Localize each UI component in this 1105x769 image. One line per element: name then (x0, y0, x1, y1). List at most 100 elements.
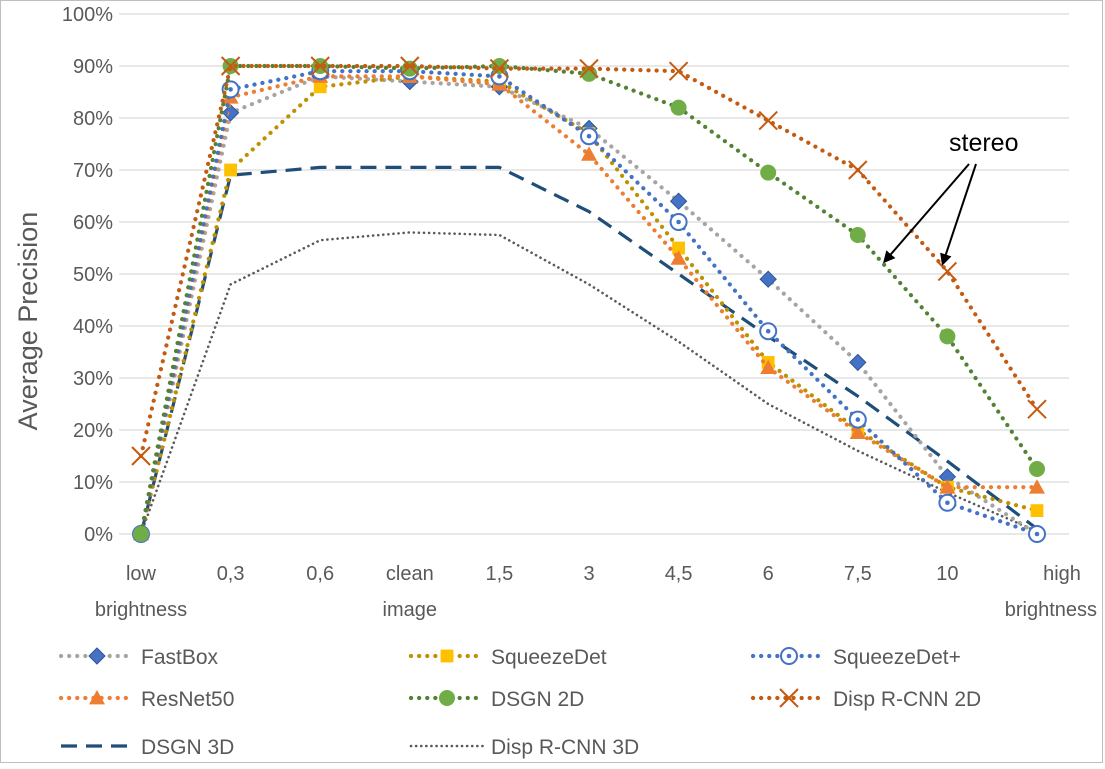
data-point-diamond (669, 192, 688, 210)
data-point-center-dot (1034, 531, 1040, 537)
data-point-diamond (849, 353, 867, 372)
series-line (138, 74, 1040, 537)
x-tick-label: 6 (763, 563, 774, 585)
legend-label: SqueezeDet+ (833, 646, 961, 669)
data-point-triangle (760, 359, 777, 374)
x-tick-label: 0,3 (217, 563, 245, 585)
data-point-circle (439, 690, 455, 706)
legend-label: ResNet50 (141, 688, 234, 711)
data-point-x (848, 160, 868, 180)
x-tick-label: high (1043, 563, 1081, 585)
data-point-triangle (581, 146, 597, 161)
data-point-square (224, 163, 237, 177)
data-point-triangle (670, 250, 687, 265)
data-point-x (758, 110, 778, 131)
legend-item: FastBox (58, 646, 219, 669)
y-tick-label: 90% (73, 56, 113, 78)
annotation-arrow (883, 163, 970, 264)
data-point-circle (133, 526, 149, 542)
data-point-x (579, 58, 599, 79)
legend-label: DSGN 2D (491, 688, 584, 711)
x-tick-label: 1,5 (485, 563, 513, 585)
annotation: stereo (883, 129, 1018, 266)
x-tick-label: 0,6 (306, 563, 334, 585)
series-line (139, 165, 1038, 535)
data-point-x (779, 688, 799, 708)
legend: FastBox SqueezeDet SqueezeDet+ ResNet50 DSGN… (58, 646, 981, 759)
data-point-circle (1029, 461, 1045, 477)
series-line (139, 231, 1039, 536)
data-point-x (400, 56, 420, 76)
legend-item: DSGN 3D (61, 736, 234, 759)
data-point-x (131, 446, 151, 466)
data-point-center-dot (786, 653, 792, 659)
series-disp-r-cnn-2d (131, 56, 1047, 466)
y-tick-label: 60% (73, 212, 113, 234)
y-tick-label: 100% (62, 4, 113, 26)
data-point-diamond (221, 104, 240, 122)
x-tick-label: 3 (583, 563, 594, 585)
data-point-circle (670, 99, 687, 116)
legend-item: DSGN 2D (408, 688, 584, 711)
y-tick-label: 10% (73, 472, 113, 494)
x-tick-label: brightness (1005, 599, 1097, 621)
legend-item: Disp R-CNN 2D (750, 688, 981, 711)
data-point-center-dot (765, 328, 771, 334)
data-point-center-dot (228, 87, 233, 92)
x-tick-label: image (383, 599, 437, 621)
data-point-circle (401, 60, 418, 77)
data-point-circle (491, 58, 508, 74)
series-squeezedet- (132, 62, 1046, 543)
series-disp-r-cnn-3d (139, 231, 1039, 536)
y-tick-label: 80% (73, 108, 113, 130)
y-tick-label: 40% (73, 316, 113, 338)
data-point-x (937, 261, 958, 282)
data-point-circle (849, 227, 866, 243)
annotation-arrow (940, 163, 977, 266)
legend-label: Disp R-CNN 3D (491, 736, 639, 759)
stereo-annotation: stereo (949, 129, 1018, 157)
legend-label: Disp R-CNN 2D (833, 688, 981, 711)
data-point-square (313, 80, 327, 94)
legend-label: SqueezeDet (491, 646, 607, 669)
data-point-triangle (939, 479, 956, 494)
data-point-diamond (759, 270, 777, 288)
data-point-square (672, 241, 685, 255)
x-tick-label: 7,5 (844, 563, 872, 585)
y-axis-label: Average Precision (13, 212, 43, 431)
data-point-circle (939, 328, 956, 345)
data-point-x (220, 56, 241, 76)
data-point-x (489, 58, 510, 79)
y-axis-ticks: 0% 10% 20% 30% 40% 50% 60% 70% 80% 90% 100% (62, 4, 113, 546)
series (131, 56, 1047, 543)
gridlines (119, 13, 1069, 535)
x-tick-label: 4,5 (665, 563, 693, 585)
data-point-triangle (849, 424, 866, 439)
x-tick-label: 10 (936, 563, 958, 585)
data-point-center-dot (676, 219, 681, 225)
data-point-square (440, 649, 454, 663)
x-tick-label: low (126, 563, 157, 585)
data-point-triangle (1029, 479, 1045, 494)
data-point-x (1027, 399, 1047, 419)
y-tick-label: 30% (73, 368, 113, 390)
data-point-square (1030, 504, 1044, 517)
legend-item: Disp R-CNN 3D (409, 736, 639, 759)
series-dsgn-3d (139, 165, 1038, 535)
y-tick-label: 0% (84, 524, 113, 546)
legend-label: FastBox (141, 646, 219, 669)
data-point-triangle (89, 690, 105, 705)
data-point-x (668, 61, 689, 81)
legend-item: SqueezeDet (408, 646, 607, 669)
y-tick-label: 50% (73, 264, 113, 286)
x-axis-ticks: low brightness 0,3 0,6 clean image 1,5 3 4,5 6 7,5… (95, 563, 1097, 621)
legend-item: SqueezeDet+ (750, 646, 961, 669)
data-point-circle (760, 164, 777, 181)
x-tick-label: brightness (95, 599, 187, 621)
legend-label: DSGN 3D (141, 736, 234, 759)
x-tick-label: clean (386, 563, 434, 585)
data-point-center-dot (945, 500, 950, 506)
data-point-center-dot (586, 133, 592, 139)
